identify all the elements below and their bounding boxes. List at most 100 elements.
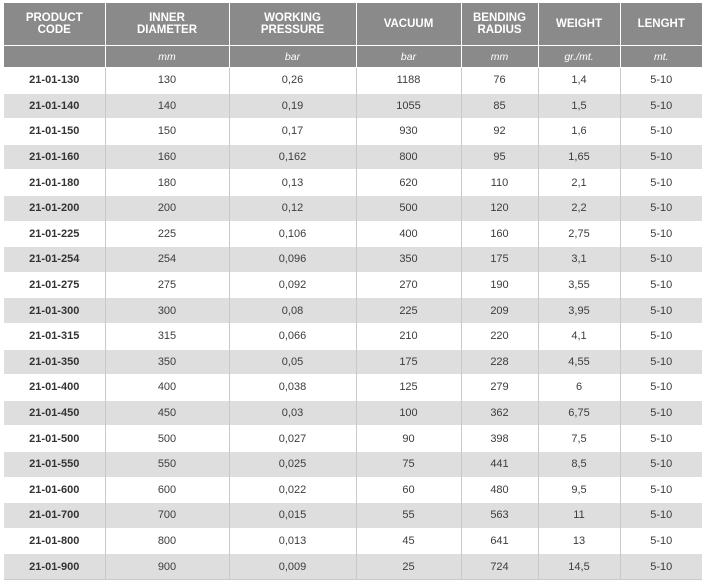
cell-length: 5-10 xyxy=(619,322,702,350)
cell-length: 5-10 xyxy=(619,502,702,529)
cell-vacuum: 400 xyxy=(355,220,461,247)
cell-product-code: 21-01-800 xyxy=(4,527,105,554)
cell-weight: 3,55 xyxy=(537,271,620,298)
cell-weight: 7,5 xyxy=(537,425,620,452)
cell-bending-radius: 175 xyxy=(460,246,538,273)
cell-length: 5-10 xyxy=(619,92,702,119)
cell-product-code: 21-01-350 xyxy=(4,348,105,375)
cell-weight: 1,6 xyxy=(537,118,620,145)
cell-bending-radius: 441 xyxy=(460,450,538,477)
header-label: WORKING PRESSURE xyxy=(260,12,325,36)
column-header-bending-radius: BENDING RADIUS xyxy=(460,3,538,46)
table-row: 21-01-450 450 0,03 100 362 6,75 5-10 xyxy=(4,399,702,426)
column-header-working-pressure: WORKING PRESSURE xyxy=(228,3,356,46)
table-body: 21-01-130 130 0,26 1188 76 1,4 5-10 21-01-140 14… xyxy=(4,67,702,580)
cell-inner-diameter: 140 xyxy=(104,92,229,119)
cell-vacuum: 60 xyxy=(355,476,461,503)
cell-weight: 8,5 xyxy=(537,450,620,477)
table-row: 21-01-140 140 0,19 1055 85 1,5 5-10 xyxy=(4,92,702,119)
cell-inner-diameter: 130 xyxy=(104,67,229,94)
table-row: 21-01-300 300 0,08 225 209 3,95 5-10 xyxy=(4,297,702,324)
cell-length: 5-10 xyxy=(619,527,702,554)
cell-working-pressure: 0,096 xyxy=(228,246,356,273)
cell-vacuum: 800 xyxy=(355,143,461,170)
cell-length: 5-10 xyxy=(619,67,702,94)
cell-vacuum: 270 xyxy=(355,271,461,298)
cell-weight: 2,2 xyxy=(537,194,620,222)
cell-weight: 1,65 xyxy=(537,143,620,170)
column-header-length: LENGHT xyxy=(619,3,702,46)
cell-bending-radius: 228 xyxy=(460,348,538,375)
header-label: BENDING RADIUS xyxy=(472,12,527,36)
cell-inner-diameter: 225 xyxy=(104,220,229,247)
cell-inner-diameter: 800 xyxy=(104,527,229,554)
cell-working-pressure: 0,19 xyxy=(228,92,356,119)
cell-weight: 4,1 xyxy=(537,322,620,350)
table-row: 21-01-254 254 0,096 350 175 3,1 5-10 xyxy=(4,246,702,273)
cell-bending-radius: 279 xyxy=(460,374,538,401)
cell-length: 5-10 xyxy=(619,194,702,222)
cell-length: 5-10 xyxy=(619,450,702,477)
table-row: 21-01-550 550 0,025 75 441 8,5 5-10 xyxy=(4,450,702,477)
cell-length: 5-10 xyxy=(619,399,702,426)
cell-inner-diameter: 300 xyxy=(104,297,229,324)
cell-working-pressure: 0,015 xyxy=(228,502,356,529)
cell-product-code: 21-01-550 xyxy=(4,450,105,477)
header-label: LENGHT xyxy=(637,18,685,30)
cell-length: 5-10 xyxy=(619,118,702,145)
cell-product-code: 21-01-254 xyxy=(4,246,105,273)
cell-product-code: 21-01-400 xyxy=(4,374,105,401)
cell-weight: 9,5 xyxy=(537,476,620,503)
cell-working-pressure: 0,022 xyxy=(228,476,356,503)
cell-vacuum: 55 xyxy=(355,502,461,529)
cell-weight: 2,1 xyxy=(537,169,620,196)
table-row: 21-01-180 180 0,13 620 110 2,1 5-10 xyxy=(4,169,702,196)
unit-cell: bar xyxy=(355,45,461,68)
cell-bending-radius: 398 xyxy=(460,425,538,452)
cell-bending-radius: 160 xyxy=(460,220,538,247)
cell-bending-radius: 190 xyxy=(460,271,538,298)
cell-length: 5-10 xyxy=(619,297,702,324)
cell-inner-diameter: 254 xyxy=(104,246,229,273)
cell-length: 5-10 xyxy=(619,220,702,247)
cell-vacuum: 75 xyxy=(355,450,461,477)
cell-bending-radius: 76 xyxy=(460,67,538,94)
column-header-vacuum: VACUUM xyxy=(355,3,461,46)
cell-length: 5-10 xyxy=(619,374,702,401)
cell-bending-radius: 120 xyxy=(460,194,538,222)
cell-bending-radius: 641 xyxy=(460,527,538,554)
cell-weight: 3,1 xyxy=(537,246,620,273)
cell-inner-diameter: 275 xyxy=(104,271,229,298)
cell-vacuum: 45 xyxy=(355,527,461,554)
cell-bending-radius: 92 xyxy=(460,118,538,145)
cell-working-pressure: 0,03 xyxy=(228,399,356,426)
cell-length: 5-10 xyxy=(619,271,702,298)
cell-working-pressure: 0,092 xyxy=(228,271,356,298)
cell-product-code: 21-01-140 xyxy=(4,92,105,119)
cell-product-code: 21-01-200 xyxy=(4,194,105,222)
cell-bending-radius: 220 xyxy=(460,322,538,350)
cell-vacuum: 930 xyxy=(355,118,461,145)
cell-bending-radius: 95 xyxy=(460,143,538,170)
table-row: 21-01-600 600 0,022 60 480 9,5 5-10 xyxy=(4,476,702,503)
unit-cell xyxy=(4,45,105,68)
unit-row: mm bar bar mm gr./mt. mt. xyxy=(4,45,702,68)
table-row: 21-01-200 200 0,12 500 120 2,2 5-10 xyxy=(4,194,702,222)
cell-working-pressure: 0,05 xyxy=(228,348,356,375)
cell-weight: 4,55 xyxy=(537,348,620,375)
header-label: INNER DIAMETER xyxy=(136,12,198,36)
cell-inner-diameter: 500 xyxy=(104,425,229,452)
unit-cell: bar xyxy=(228,45,356,68)
cell-working-pressure: 0,26 xyxy=(228,67,356,94)
cell-vacuum: 125 xyxy=(355,374,461,401)
column-header-product-code: PRODUCT CODE xyxy=(4,3,105,46)
cell-inner-diameter: 150 xyxy=(104,118,229,145)
cell-inner-diameter: 315 xyxy=(104,322,229,350)
cell-product-code: 21-01-700 xyxy=(4,502,105,529)
unit-cell: mt. xyxy=(619,45,702,68)
cell-working-pressure: 0,038 xyxy=(228,374,356,401)
column-header-weight: WEIGHT xyxy=(537,3,620,46)
cell-vacuum: 175 xyxy=(355,348,461,375)
cell-product-code: 21-01-500 xyxy=(4,425,105,452)
cell-working-pressure: 0,17 xyxy=(228,118,356,145)
